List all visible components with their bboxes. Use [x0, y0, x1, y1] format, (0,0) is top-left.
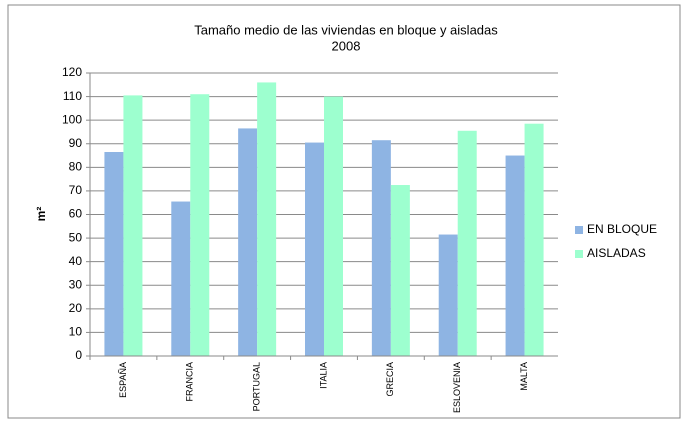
- bar: [371, 140, 391, 356]
- legend-swatch: [575, 250, 583, 258]
- bar: [524, 123, 544, 357]
- bar: [190, 94, 210, 356]
- bar: [257, 82, 277, 356]
- y-tick-label: 80: [69, 160, 83, 174]
- y-tick-label: 100: [62, 112, 82, 126]
- x-tick-label: GRECIA: [385, 362, 395, 397]
- bar: [457, 130, 477, 356]
- bar: [238, 128, 258, 356]
- y-tick-label: 20: [69, 301, 83, 315]
- x-tick-label: MALTA: [519, 362, 529, 391]
- y-tick-label: 110: [63, 89, 82, 103]
- y-tick-label: 10: [69, 325, 83, 339]
- bar: [171, 201, 191, 356]
- x-tick-label: PORTUGAL: [252, 362, 262, 411]
- legend-label: AISLADAS: [587, 246, 646, 260]
- y-tick-label: 90: [69, 136, 83, 150]
- y-tick-label: 30: [69, 277, 83, 291]
- bar: [104, 152, 124, 356]
- bar: [505, 155, 525, 356]
- y-tick-label: 120: [62, 65, 82, 79]
- y-tick-label: 70: [69, 183, 83, 197]
- y-axis-label: m²: [34, 207, 48, 222]
- chart-title: Tamaño medio de las viviendas en bloque …: [194, 22, 498, 37]
- bar: [438, 234, 458, 356]
- x-tick-label: ITALIA: [318, 362, 328, 389]
- y-tick-label: 0: [75, 348, 82, 362]
- x-tick-label: ESLOVENIA: [452, 362, 462, 413]
- legend-swatch: [575, 226, 583, 234]
- legend-label: EN BLOQUE: [587, 222, 657, 236]
- x-tick-label: FRANCIA: [185, 362, 195, 402]
- chart-subtitle: 2008: [332, 38, 361, 53]
- y-tick-label: 40: [69, 254, 83, 268]
- y-tick-label: 60: [69, 207, 83, 221]
- y-tick-label: 50: [69, 230, 83, 244]
- bar: [324, 96, 343, 356]
- x-tick-label: ESPAÑA: [118, 362, 128, 398]
- bar: [390, 185, 410, 356]
- bar: [123, 95, 143, 356]
- bar: [305, 142, 324, 356]
